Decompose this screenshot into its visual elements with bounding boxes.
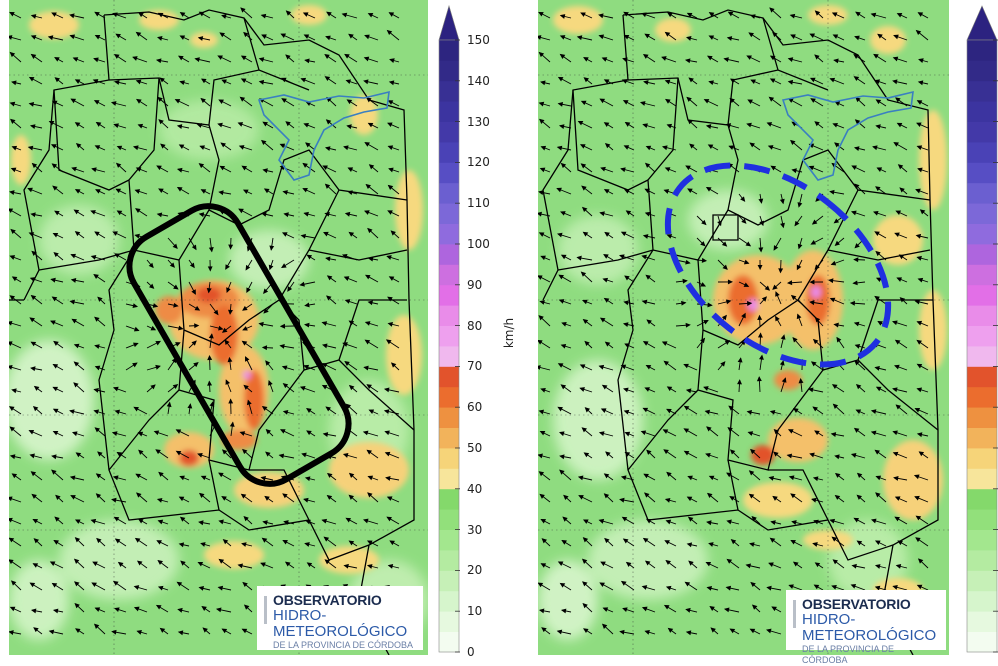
left-observatory-logo: OBSERVATORIO HIDRO-METEOROLÓGICO DE LA P… [257, 586, 423, 650]
colorbar-bin [439, 570, 459, 591]
left-colorbar-scale [438, 0, 460, 655]
colorbar-bin [967, 428, 997, 449]
colorbar-bin [967, 60, 997, 81]
colorbar-bin [967, 305, 997, 326]
colorbar-bin [967, 264, 997, 285]
colorbar-bin [439, 60, 459, 81]
logo-subtitle: HIDRO-METEOROLÓGICO [273, 608, 415, 640]
colorbar-bin [967, 489, 997, 510]
colorbar-bin [967, 162, 997, 183]
colorbar-bin [967, 142, 997, 163]
colorbar-bin [439, 366, 459, 387]
colorbar-tick-label: 140 [467, 74, 490, 88]
colorbar-bin [439, 142, 459, 163]
right-colorbar [966, 0, 998, 655]
colorbar-tick-label: 90 [467, 278, 482, 292]
colorbar-bin [439, 530, 459, 551]
colorbar-bin [439, 264, 459, 285]
colorbar-tick-label: 0 [467, 645, 475, 659]
colorbar-tick-label: 30 [467, 523, 482, 537]
colorbar-bin [439, 40, 459, 61]
wind-arrow-head [538, 366, 540, 369]
colorbar-tick-label: 100 [467, 237, 490, 251]
colorbar-tick-label: 130 [467, 115, 490, 129]
colorbar-bin [439, 162, 459, 183]
right-observatory-logo: OBSERVATORIO HIDRO-METEOROLÓGICO DE LA P… [786, 590, 946, 650]
colorbar-bin [439, 305, 459, 326]
colorbar-tick-label: 40 [467, 482, 482, 496]
colorbar-bin [439, 326, 459, 347]
left-wind-map: OBSERVATORIO HIDRO-METEOROLÓGICO DE LA P… [9, 0, 428, 655]
right-map-canvas [538, 0, 949, 655]
logo-province: DE LA PROVINCIA DE CÓRDOBA [273, 640, 415, 651]
colorbar-tick-label: 120 [467, 155, 490, 169]
colorbar-bin [439, 489, 459, 510]
colorbar-tick-label: 150 [467, 33, 490, 47]
colorbar-bin [439, 387, 459, 408]
colorbar-tick-label: 80 [467, 319, 482, 333]
colorbar-bin [439, 611, 459, 632]
logo-province: DE LA PROVINCIA DE CÓRDOBA [802, 644, 938, 666]
colorbar-bin [439, 81, 459, 102]
colorbar-bin [439, 101, 459, 122]
colorbar-tick-label: 70 [467, 359, 482, 373]
colorbar-unit-label: km/h [502, 318, 516, 348]
logo-title: OBSERVATORIO [802, 596, 938, 612]
right-wind-map: OBSERVATORIO HIDRO-METEOROLÓGICO DE LA P… [538, 0, 949, 655]
colorbar-bin [439, 591, 459, 612]
colorbar-tick-label: 10 [467, 604, 482, 618]
colorbar-tick-label: 60 [467, 400, 482, 414]
colorbar-bin [967, 346, 997, 367]
colorbar-bin [967, 244, 997, 265]
colorbar-bin [967, 122, 997, 143]
left-map-canvas [9, 0, 428, 655]
colorbar-bin [439, 183, 459, 204]
colorbar-bin [439, 448, 459, 469]
colorbar-bin [967, 448, 997, 469]
colorbar-bin [967, 224, 997, 245]
colorbar-bin [967, 387, 997, 408]
colorbar-tick-label: 20 [467, 563, 482, 577]
colorbar-bin [967, 81, 997, 102]
colorbar-bin [439, 509, 459, 530]
colorbar-bin [967, 285, 997, 306]
colorbar-bin [967, 591, 997, 612]
colorbar-bin [439, 407, 459, 428]
colorbar-bin [439, 122, 459, 143]
colorbar-bin [439, 468, 459, 489]
colorbar-bin [967, 407, 997, 428]
colorbar-tick-label: 50 [467, 441, 482, 455]
colorbar-bin [967, 611, 997, 632]
colorbar-bin [439, 285, 459, 306]
logo-bar [793, 600, 796, 628]
colorbar-bin [439, 428, 459, 449]
colorbar-bin [967, 366, 997, 387]
colorbar-bin [439, 550, 459, 571]
logo-title: OBSERVATORIO [273, 592, 415, 608]
colorbar-bin [967, 632, 997, 653]
colorbar-bin [439, 224, 459, 245]
colorbar-bin [439, 203, 459, 224]
colorbar-bin [967, 183, 997, 204]
colorbar-bin [439, 632, 459, 653]
colorbar-extend-arrow [967, 6, 997, 40]
colorbar-bin [967, 509, 997, 530]
colorbar-extend-arrow [439, 6, 459, 40]
colorbar-bin [967, 40, 997, 61]
logo-subtitle: HIDRO-METEOROLÓGICO [802, 612, 938, 644]
logo-bar [264, 596, 267, 624]
colorbar-bin [967, 326, 997, 347]
colorbar-bin [967, 468, 997, 489]
colorbar-bin [967, 530, 997, 551]
colorbar-bin [439, 244, 459, 265]
colorbar-bin [967, 101, 997, 122]
colorbar-bin [967, 550, 997, 571]
right-colorbar-scale [966, 0, 998, 655]
colorbar-tick-label: 110 [467, 196, 490, 210]
colorbar-bin [967, 570, 997, 591]
colorbar-bin [967, 203, 997, 224]
colorbar-bin [439, 346, 459, 367]
